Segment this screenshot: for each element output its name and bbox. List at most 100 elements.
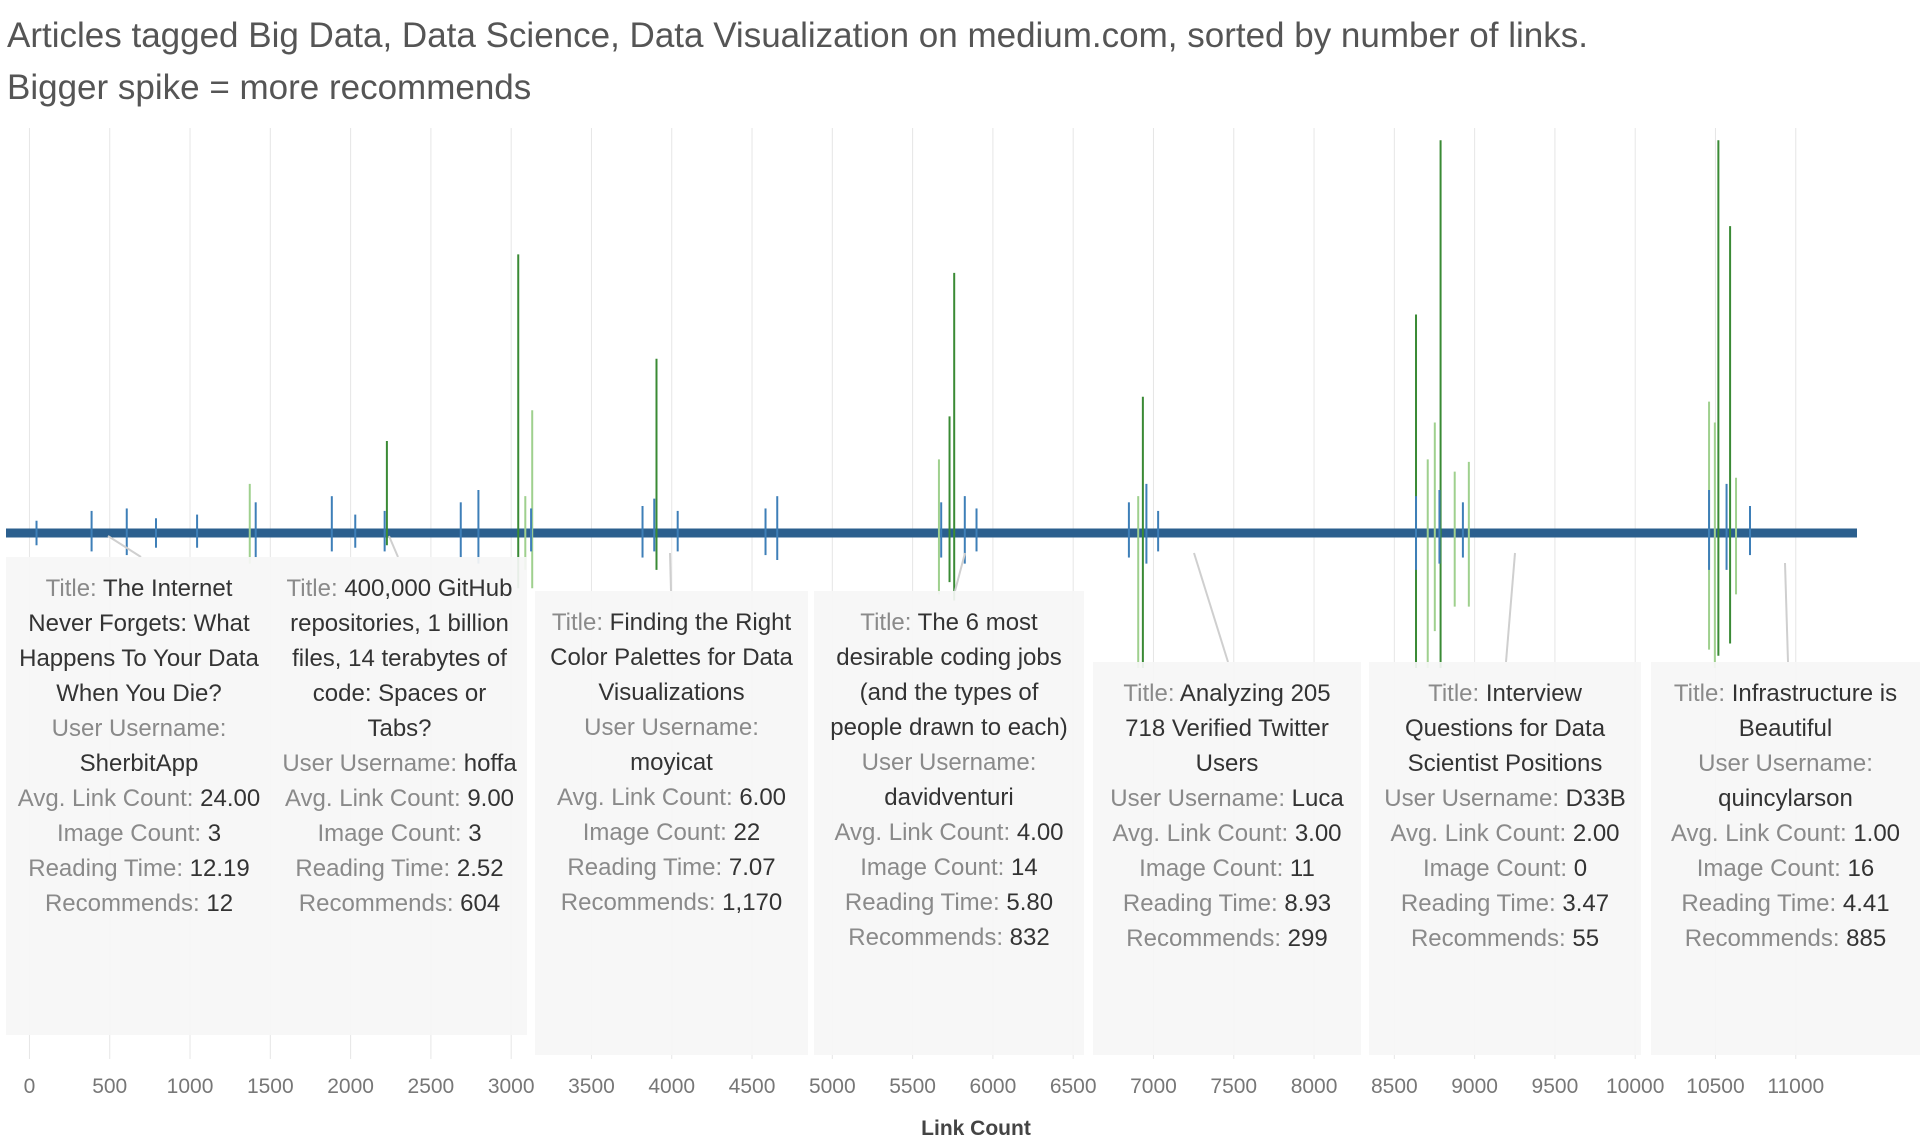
field-label: Avg. Link Count: — [1390, 820, 1567, 847]
field-label: Title: — [860, 609, 912, 636]
field-label: User Username: — [1698, 750, 1873, 777]
field-label: Recommends: — [1410, 925, 1566, 952]
x-tick-label: 6500 — [1050, 1075, 1097, 1098]
tooltip-row: Recommends: 299 — [1101, 921, 1353, 956]
field-label: Image Count: — [56, 820, 202, 847]
field-value: 4.00 — [1016, 819, 1064, 846]
field-value: 55 — [1572, 925, 1600, 952]
field-value: 0 — [1573, 855, 1588, 882]
field-label: Image Count: — [860, 854, 1005, 881]
field-label: Avg. Link Count: — [556, 784, 733, 811]
field-value: 3.00 — [1294, 820, 1342, 847]
field-value: 11 — [1289, 855, 1315, 882]
field-label: Title: — [1428, 680, 1480, 707]
field-label: User Username: — [584, 714, 759, 741]
field-value: Interview Questions for Data Scientist P… — [1404, 680, 1606, 777]
tooltip-row: User Username: SherbitApp — [14, 711, 264, 781]
x-tick-label: 8500 — [1371, 1075, 1418, 1098]
leader-line — [669, 552, 672, 592]
field-label: Recommends: — [44, 890, 200, 917]
x-tick-label: 6000 — [970, 1075, 1017, 1098]
leader-line — [1505, 552, 1516, 663]
x-axis-title: Link Count — [921, 1117, 1031, 1140]
tooltip-row: Recommends: 885 — [1659, 921, 1912, 956]
tooltip-row: Recommends: 604 — [280, 886, 519, 921]
field-value: 3 — [207, 820, 222, 847]
field-label: Avg. Link Count: — [284, 785, 461, 812]
field-value: Infrastructure is Beautiful — [1731, 680, 1898, 742]
tooltip-row: User Username: davidventuri — [822, 745, 1076, 815]
tooltip-row: Title: Analyzing 205 718 Verified Twitte… — [1101, 676, 1353, 781]
field-label: Avg. Link Count: — [1670, 820, 1847, 847]
tooltip-row: Recommends: 1,170 — [543, 885, 800, 920]
tooltip-row: Avg. Link Count: 24.00 — [14, 781, 264, 816]
tooltip-row: User Username: quincylarson — [1659, 746, 1912, 816]
field-value: The 6 most desirable coding jobs (and th… — [830, 609, 1068, 741]
tooltip-row: Title: The Internet Never Forgets: What … — [14, 571, 264, 711]
x-tick-label: 500 — [92, 1075, 127, 1098]
field-label: User Username: — [1384, 785, 1559, 812]
field-label: Recommends: — [298, 890, 454, 917]
field-label: Reading Time: — [567, 854, 723, 881]
field-value: 6.00 — [739, 784, 787, 811]
tooltip-row: Recommends: 12 — [14, 886, 264, 921]
x-tick-label: 7500 — [1210, 1075, 1257, 1098]
field-label: Reading Time: — [295, 855, 451, 882]
x-tick-label: 4000 — [648, 1075, 695, 1098]
field-value: 7.07 — [728, 854, 776, 881]
field-value: 12.19 — [189, 855, 250, 882]
field-label: Reading Time: — [1122, 890, 1278, 917]
chart-title: Articles tagged Big Data, Data Science, … — [7, 16, 1588, 55]
tooltip-row: Image Count: 0 — [1377, 851, 1633, 886]
tooltip-row: User Username: D33B — [1377, 781, 1633, 816]
field-value: 832 — [1009, 924, 1050, 951]
tooltip-row: Recommends: 832 — [822, 920, 1076, 955]
field-value: 14 — [1011, 854, 1038, 881]
field-value: 1.00 — [1853, 820, 1901, 847]
field-label: Reading Time: — [1400, 890, 1556, 917]
field-value: 400,000 GitHub repositories, 1 billion f… — [290, 575, 513, 742]
tooltip-row: Reading Time: 8.93 — [1101, 886, 1353, 921]
tooltip: Title: 400,000 GitHub repositories, 1 bi… — [272, 557, 527, 1035]
spike-series — [385, 140, 1732, 668]
field-value: moyicat — [630, 749, 713, 776]
tooltip-row: Image Count: 14 — [822, 850, 1076, 885]
field-value: 299 — [1287, 925, 1328, 952]
tooltip-row: Reading Time: 12.19 — [14, 851, 264, 886]
field-label: Image Count: — [317, 820, 462, 847]
field-label: Image Count: — [582, 819, 727, 846]
leader-line — [954, 552, 966, 592]
tooltip-row: Title: Interview Questions for Data Scie… — [1377, 676, 1633, 781]
tooltip: Title: Finding the Right Color Palettes … — [535, 591, 808, 1055]
tooltip-row: Avg. Link Count: 9.00 — [280, 781, 519, 816]
field-label: Recommends: — [1684, 925, 1840, 952]
field-value: SherbitApp — [79, 750, 199, 777]
field-value: 1,170 — [722, 889, 783, 916]
x-tick-label: 10000 — [1606, 1075, 1664, 1098]
tooltip-row: User Username: hoffa — [280, 746, 519, 781]
field-label: Avg. Link Count: — [1112, 820, 1289, 847]
x-tick-label: 1000 — [167, 1075, 214, 1098]
field-value: Finding the Right Color Palettes for Dat… — [550, 609, 793, 706]
field-label: Image Count: — [1696, 855, 1841, 882]
x-tick-label: 2500 — [408, 1075, 455, 1098]
field-label: Avg. Link Count: — [834, 819, 1011, 846]
tooltip-row: Reading Time: 7.07 — [543, 850, 800, 885]
field-value: 2.52 — [456, 855, 504, 882]
field-label: Title: — [551, 609, 603, 636]
field-value: D33B — [1565, 785, 1626, 812]
field-value: 24.00 — [200, 785, 261, 812]
field-value: 16 — [1847, 855, 1875, 882]
field-value: 22 — [733, 819, 761, 846]
tooltip-row: Avg. Link Count: 1.00 — [1659, 816, 1912, 851]
leader-line — [388, 535, 399, 558]
field-label: Recommends: — [848, 924, 1003, 951]
field-value: Analyzing 205 718 Verified Twitter Users — [1125, 680, 1331, 777]
spike-series — [248, 401, 1738, 668]
field-value: 5.80 — [1006, 889, 1054, 916]
tooltip-row: Recommends: 55 — [1377, 921, 1633, 956]
field-value: 8.93 — [1284, 890, 1332, 917]
spike-series — [35, 483, 1752, 570]
chart-subtitle: Bigger spike = more recommends — [7, 68, 532, 107]
leader-line — [1193, 552, 1229, 663]
